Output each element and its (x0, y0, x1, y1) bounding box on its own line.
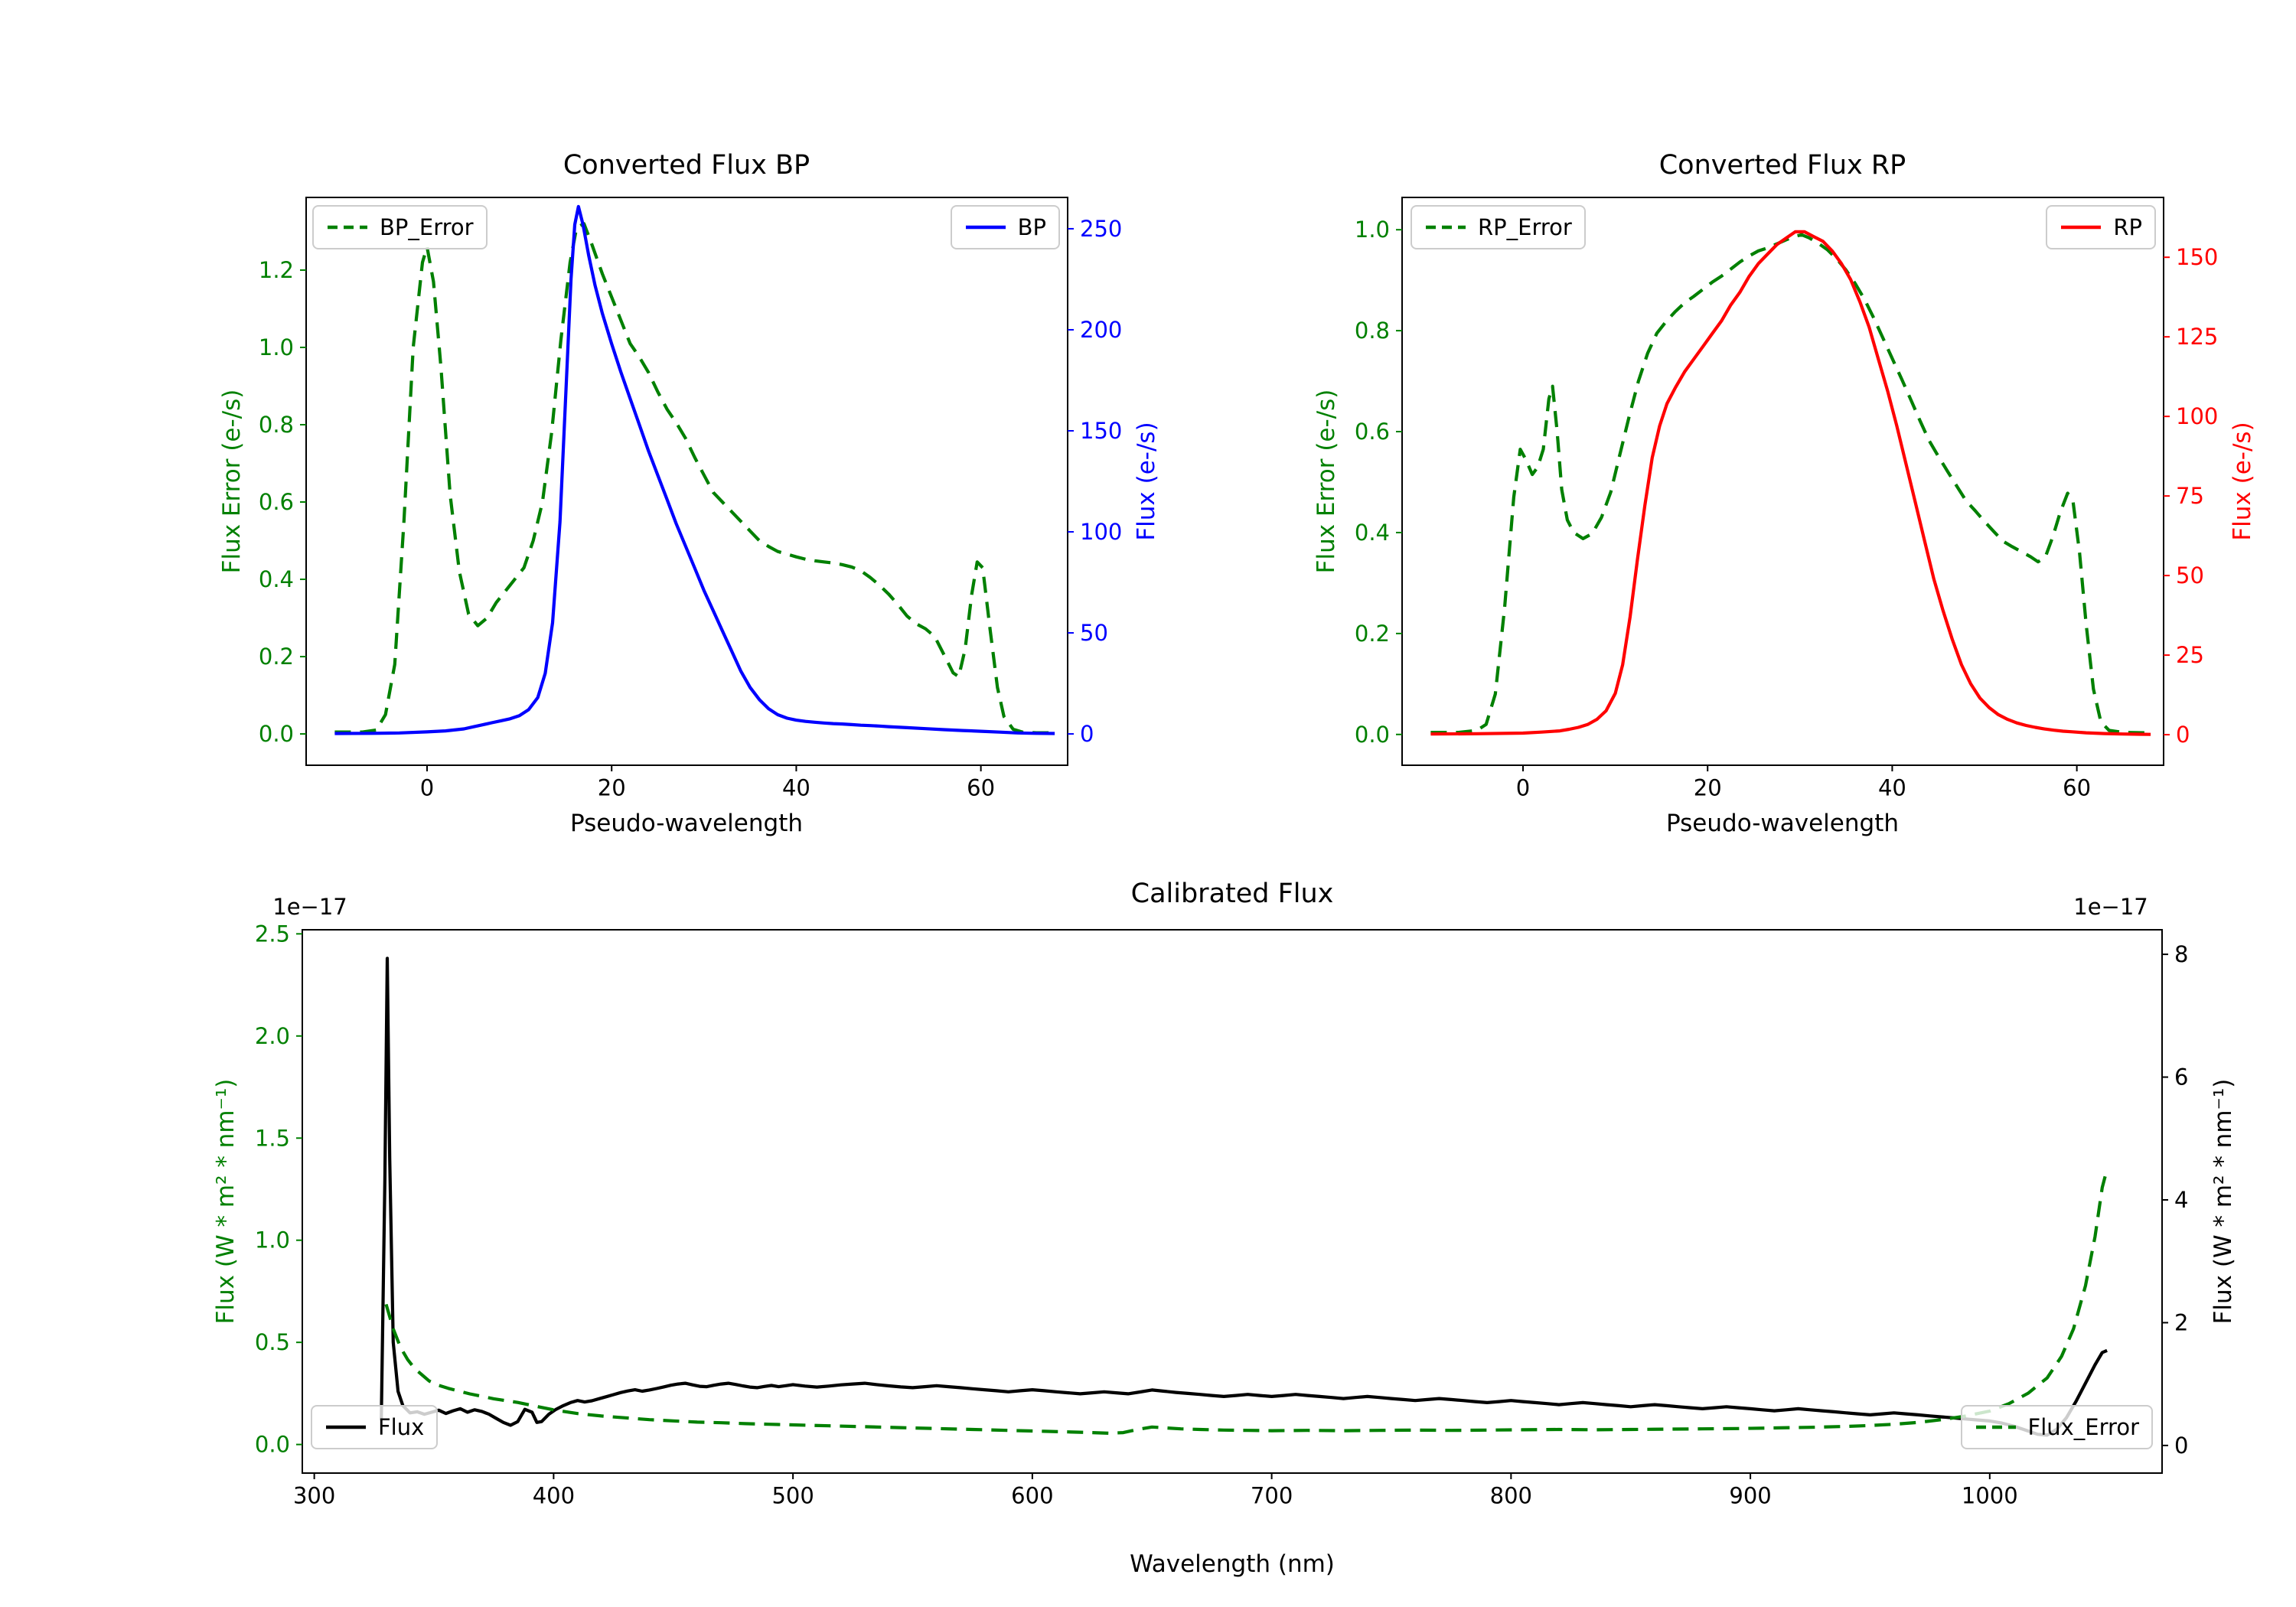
x-tick-label: 60 (967, 775, 995, 801)
y-tick-label-left: 0.2 (1355, 621, 1390, 647)
y-tick-label-left: 0.0 (255, 1432, 290, 1458)
legend-Flux_Error: Flux_Error (1960, 1405, 2153, 1449)
y-tick-label-right: 8 (2174, 941, 2188, 967)
legend-line-sample (328, 225, 367, 230)
x-tick-label: 0 (1516, 775, 1530, 801)
x-tick-label: 20 (1694, 775, 1722, 801)
legend-line-sample (1975, 1425, 2016, 1429)
y-tick-label-left: 1.0 (259, 334, 294, 360)
y-tick-label-right: 6 (2174, 1064, 2188, 1090)
calibrated-left-y-axis-label: Flux (W * m² * nm⁻¹) (212, 1078, 240, 1325)
legend-line-sample (326, 1425, 366, 1429)
x-tick-label: 40 (1878, 775, 1906, 801)
y-tick-label-right: 100 (1080, 519, 1122, 545)
legend-label: Flux (378, 1414, 425, 1440)
legend-RP_Error: RP_Error (1411, 205, 1586, 249)
plot-spines (302, 929, 2163, 1474)
legend-label: BP_Error (380, 214, 474, 240)
series-line-Flux (380, 957, 2108, 1437)
bp-x-axis-label: Pseudo-wavelength (569, 810, 804, 837)
rp-right-y-axis-label: Flux (e-/s) (2229, 422, 2256, 541)
legend-label: RP (2113, 214, 2142, 240)
y-tick-label-right: 0 (2176, 722, 2190, 748)
rp-left-y-axis-label: Flux Error (e-/s) (1313, 389, 1340, 574)
y-tick-label-left: 0.8 (259, 412, 294, 438)
y-tick-label-right: 75 (2176, 483, 2204, 509)
legend-line-sample (1426, 225, 1466, 230)
y-tick-label-left: 0.6 (1355, 419, 1390, 445)
y-tick-label-right: 100 (2176, 403, 2218, 429)
x-tick-label: 40 (782, 775, 810, 801)
left-axis-offset-text: 1e−17 (272, 894, 347, 920)
y-tick-label-left: 1.5 (255, 1125, 290, 1151)
legend-label: RP_Error (1478, 214, 1572, 240)
y-tick-label-right: 2 (2174, 1309, 2188, 1335)
y-tick-label-left: 0.0 (259, 721, 294, 747)
legend-BP: BP (950, 205, 1060, 249)
x-tick-label: 600 (1011, 1483, 1053, 1509)
y-tick-label-left: 0.4 (259, 566, 294, 592)
series-line-BP_Error (334, 222, 1055, 735)
y-tick-label-right: 50 (1080, 620, 1108, 646)
x-tick-label: 500 (771, 1483, 814, 1509)
y-tick-label-right: 25 (2176, 642, 2204, 668)
legend-RP: RP (2046, 205, 2156, 249)
legend-Flux: Flux (311, 1405, 439, 1449)
y-tick-label-left: 1.0 (1355, 217, 1390, 243)
y-tick-label-right: 125 (2176, 324, 2218, 350)
legend-line-sample (965, 225, 1006, 230)
rp-x-axis-label: Pseudo-wavelength (1665, 810, 1900, 837)
y-tick-label-right: 150 (1080, 418, 1122, 444)
bp-left-y-axis-label: Flux Error (e-/s) (218, 389, 246, 574)
calibrated-chart-title: Calibrated Flux (1130, 878, 1334, 909)
plot-spines (1401, 197, 2164, 766)
bp-chart-title: Converted Flux BP (563, 150, 810, 181)
y-tick-label-left: 0.4 (1355, 520, 1390, 546)
x-tick-label: 1000 (1962, 1483, 2018, 1509)
y-tick-label-left: 2.0 (255, 1023, 290, 1049)
y-tick-label-right: 50 (2176, 562, 2204, 588)
legend-BP_Error: BP_Error (312, 205, 488, 249)
rp-chart-title: Converted Flux RP (1658, 150, 1906, 181)
x-tick-label: 900 (1729, 1483, 1771, 1509)
y-tick-label-left: 0.2 (259, 644, 294, 670)
legend-line-sample (2061, 225, 2102, 230)
y-tick-label-left: 0.0 (1355, 722, 1390, 748)
y-tick-label-right: 200 (1080, 317, 1122, 343)
y-tick-label-right: 0 (1080, 721, 1094, 747)
x-tick-label: 800 (1490, 1483, 1532, 1509)
legend-label: BP (1017, 214, 1046, 240)
bp-right-y-axis-label: Flux (e-/s) (1133, 422, 1160, 541)
y-tick-label-right: 0 (2174, 1433, 2188, 1459)
y-tick-label-left: 1.0 (255, 1227, 290, 1253)
x-tick-label: 60 (2063, 775, 2091, 801)
y-tick-label-left: 0.8 (1355, 318, 1390, 344)
x-tick-label: 0 (420, 775, 434, 801)
series-line-Flux_Error (384, 1169, 2109, 1436)
legend-label: Flux_Error (2027, 1414, 2139, 1440)
calibrated-x-axis-label: Wavelength (nm) (1130, 1550, 1335, 1578)
right-axis-offset-text: 1e−17 (2073, 894, 2148, 920)
x-tick-label: 700 (1251, 1483, 1293, 1509)
calibrated-right-y-axis-label: Flux (W * m² * nm⁻¹) (2210, 1078, 2237, 1325)
y-tick-label-left: 1.2 (259, 257, 294, 283)
x-tick-label: 400 (533, 1483, 575, 1509)
y-tick-label-left: 0.6 (259, 489, 294, 515)
y-tick-label-right: 250 (1080, 216, 1122, 242)
y-tick-label-right: 4 (2174, 1187, 2188, 1213)
y-tick-label-left: 2.5 (255, 921, 290, 947)
y-tick-label-left: 0.5 (255, 1329, 290, 1355)
plot-spines (305, 197, 1068, 766)
x-tick-label: 300 (293, 1483, 335, 1509)
series-line-RP (1430, 230, 2151, 736)
x-tick-label: 20 (598, 775, 626, 801)
y-tick-label-right: 150 (2176, 244, 2218, 270)
series-line-RP_Error (1430, 233, 2151, 735)
series-line-BP (334, 204, 1055, 735)
